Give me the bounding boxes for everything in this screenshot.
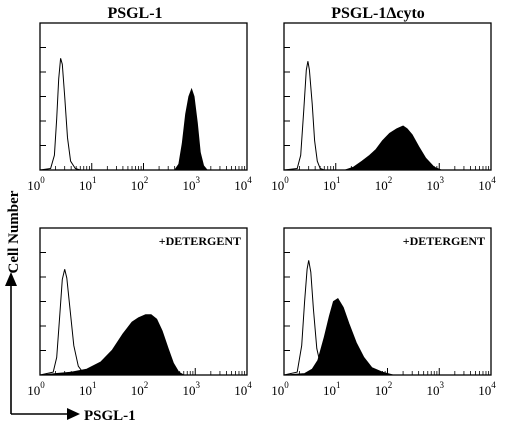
panel-bottom-right-x-tick-label: 101: [323, 380, 341, 398]
panel-top-left-filled-histogram: [40, 87, 247, 171]
panel-bottom-right-filled-histogram: [283, 298, 491, 376]
panel-bottom-left-x-tick-label: 102: [131, 380, 149, 398]
panel-bottom-right-frame: [283, 227, 492, 376]
panel-bottom-right-annotation: +DETERGENT: [403, 234, 485, 248]
panel-bottom-left-x-tick-label: 104: [234, 380, 252, 398]
panel-bottom-left: 100 101 102 103 104 +DETERGENT: [27, 227, 252, 398]
panel-bottom-right: 100 101 102 103 104 +DETERGENT: [271, 227, 496, 398]
panel-top-left-x-tick-label: 101: [79, 175, 97, 193]
panel-bottom-left-x-tick-label: 100: [27, 380, 45, 398]
panel-top-right-x-tick-label: 101: [323, 175, 341, 193]
panel-top-left-x-tick-label: 100: [27, 175, 45, 193]
panel-bottom-right-open-histogram: [283, 260, 491, 376]
panel-top-left: 100 101 102 103 104: [27, 22, 252, 193]
panel-bottom-right-x-tick-label: 103: [427, 380, 445, 398]
panel-top-right: 100 101 102 103 104: [271, 22, 496, 193]
panel-bottom-right-x-tick-label: 102: [375, 380, 393, 398]
panel-top-right-x-tick-label: 103: [427, 175, 445, 193]
panel-top-left-x-tick-label: 103: [183, 175, 201, 193]
panel-bottom-right-x-tick-label: 100: [271, 380, 289, 398]
panel-top-left-frame: [39, 22, 248, 171]
column-title-left: PSGL-1: [107, 5, 162, 22]
x-axis-label: PSGL-1: [84, 408, 136, 424]
panel-top-left-x-tick-label: 102: [131, 175, 149, 193]
panel-top-right-filled-histogram: [284, 125, 491, 171]
panel-top-right-x-tick-label: 100: [271, 175, 289, 193]
panel-bottom-right-x-tick-label: 104: [478, 380, 496, 398]
x-axis-arrow: [11, 408, 80, 420]
y-axis-arrow: [5, 272, 17, 414]
panel-bottom-left-filled-histogram: [39, 314, 247, 376]
panel-bottom-left-x-tick-label: 101: [79, 380, 97, 398]
column-title-right: PSGL-1Δcyto: [331, 5, 425, 22]
panel-top-right-x-tick-label: 102: [375, 175, 393, 193]
panel-top-left-open-histogram: [39, 58, 247, 171]
panel-top-right-x-tick-label: 104: [478, 175, 496, 193]
panel-bottom-left-x-tick-label: 103: [183, 380, 201, 398]
panel-bottom-left-annotation: +DETERGENT: [159, 234, 241, 248]
y-axis-label: Cell Number: [6, 190, 22, 273]
panel-top-left-x-tick-label: 104: [234, 175, 252, 193]
